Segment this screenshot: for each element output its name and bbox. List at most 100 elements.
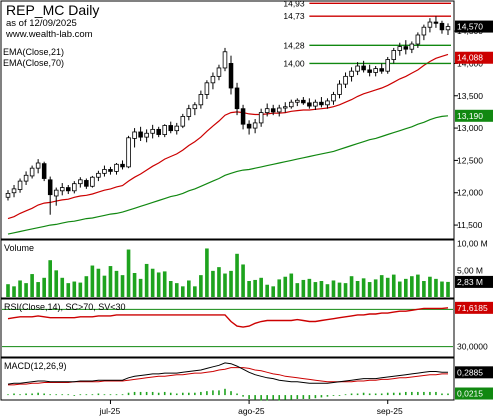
volume-bar: [247, 281, 251, 297]
macd-hist-bar: [133, 391, 136, 396]
price-last-tag: 13,190: [457, 111, 483, 121]
candle-body: [17, 180, 23, 190]
macd-hist-bar: [398, 392, 401, 396]
rsi-last-tag-bg: [455, 301, 493, 314]
macd-label: MACD(12,26,9): [4, 361, 67, 371]
macd-hist-bar: [37, 392, 39, 396]
candle-body: [138, 131, 143, 138]
macd-hist-bar: [326, 395, 329, 397]
volume-bar: [373, 279, 378, 297]
candle-body: [162, 125, 167, 135]
volume-bar: [48, 260, 52, 297]
macd-hist-bar: [109, 394, 112, 396]
macd-hist-bar: [230, 391, 232, 396]
candle-body: [307, 102, 312, 107]
candle-body: [391, 50, 397, 60]
candle-body: [174, 125, 180, 132]
volume-bar: [66, 283, 71, 297]
macd-hist-bar: [411, 391, 413, 396]
candle-body: [72, 183, 77, 192]
candle-body: [349, 70, 354, 77]
x-tick-label: jul-25: [98, 406, 120, 416]
candle-body: [403, 46, 409, 50]
price-last-tag: 14,570: [457, 22, 483, 32]
macd-signal-line: [8, 367, 448, 386]
volume-bar: [193, 286, 197, 297]
candle-body: [66, 187, 71, 192]
macd-hist-bar: [236, 393, 238, 396]
legend-ema21: EMA(Close,21): [3, 47, 64, 57]
volume-bar: [422, 281, 426, 297]
candle-body: [379, 68, 384, 72]
macd-last-tag-bg: [455, 366, 493, 379]
candle-body: [11, 188, 17, 194]
volume-bar: [337, 282, 342, 297]
volume-bar: [349, 276, 354, 297]
candle-body: [409, 43, 415, 50]
macd-hist-bar: [350, 393, 353, 396]
macd-hist-bar: [338, 395, 341, 396]
volume-bar: [428, 276, 432, 297]
macd-hist-bar: [194, 392, 196, 396]
volume-bar: [391, 274, 396, 297]
volume-panel: [0, 239, 455, 299]
macd-hist-bar: [73, 395, 76, 396]
volume-bar: [30, 274, 34, 297]
macd-signal-last-tag: 0,0215: [457, 389, 483, 399]
macd-hist-bar: [435, 391, 437, 396]
volume-bar: [343, 283, 348, 297]
volume-bar: [355, 281, 360, 297]
macd-hist-bar: [206, 391, 208, 396]
candle-body: [295, 99, 300, 103]
macd-hist-bar: [380, 393, 383, 396]
volume-bar: [96, 268, 101, 297]
volume-bar: [6, 284, 10, 297]
macd-hist-bar: [200, 391, 202, 396]
volume-bar: [156, 272, 161, 297]
candle-body: [156, 128, 161, 135]
macd-hist-bar: [7, 394, 9, 396]
price-level-label: 14,93: [283, 0, 305, 8]
macd-hist-bar: [254, 395, 256, 400]
volume-bar: [36, 282, 40, 297]
macd-hist-bar: [314, 395, 317, 399]
macd-hist-bar: [266, 395, 268, 401]
candle-body: [337, 83, 342, 95]
candle-body: [355, 65, 360, 72]
rsi-level-label: 30,0000: [457, 342, 488, 352]
price-last-tag-bg: [455, 20, 493, 33]
candle-body: [258, 112, 264, 124]
volume-bar: [271, 286, 276, 297]
price-level-label: 14,73: [283, 11, 305, 21]
volume-bar: [313, 282, 318, 297]
candle-body: [168, 125, 174, 132]
volume-bar: [132, 273, 137, 297]
volume-bar: [18, 280, 22, 297]
price-last-tag-bg: [455, 109, 493, 122]
volume-bar: [180, 286, 185, 297]
macd-hist-bar: [302, 395, 305, 399]
volume-tick-label: 10,00 M: [457, 239, 488, 249]
macd-hist-bar: [121, 394, 124, 396]
volume-bar: [404, 278, 408, 297]
candle-body: [433, 21, 439, 24]
candle-body: [114, 163, 119, 172]
candle-body: [421, 26, 427, 36]
volume-bar: [446, 281, 450, 297]
volume-bar: [211, 270, 215, 297]
price-tick-label: 13,000: [457, 123, 483, 133]
macd-hist-bar: [362, 392, 365, 396]
candle-body: [228, 63, 234, 89]
macd-hist-bar: [13, 393, 15, 396]
macd-line: [7, 362, 448, 385]
volume-bar: [397, 281, 402, 297]
candle-body: [192, 104, 198, 110]
macd-hist-bar: [218, 390, 220, 396]
candle-body: [313, 101, 318, 107]
candle-body: [186, 108, 192, 117]
candle-body: [198, 94, 204, 106]
price-tick-label: 11,500: [457, 220, 483, 230]
volume-bar: [277, 279, 282, 297]
volume-bar: [253, 279, 257, 297]
chart-subtitle: as of 12/09/2025: [6, 18, 77, 29]
